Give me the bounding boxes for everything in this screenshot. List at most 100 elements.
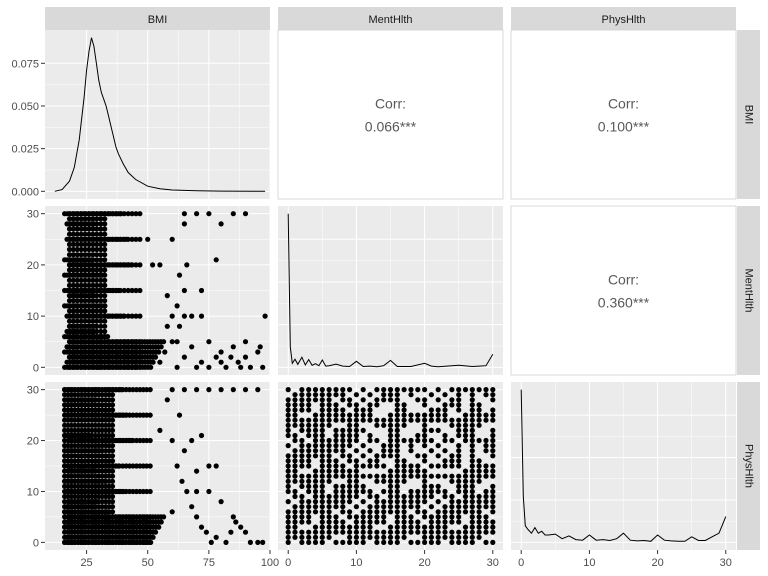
scatter-point [462,539,469,546]
scatter-point-outlier [194,514,200,520]
scatter-point [394,427,400,433]
scatter-point [86,328,92,335]
scatter-point [292,432,298,439]
scatter-point [125,313,131,319]
scatter-point [94,277,100,283]
scatter-point [129,364,135,370]
scatter-point [449,458,455,464]
scatter-point-outlier [169,387,175,393]
scatter-point-outlier [174,303,180,309]
scatter-point [306,499,312,505]
scatter-point-outlier [260,539,266,546]
scatter-point [415,468,421,474]
scatter-point [476,417,482,423]
scatter-point [90,257,96,263]
scatter-point [161,339,167,345]
scatter-point [125,211,131,217]
scatter-point [469,397,475,403]
scatter-point [86,318,92,324]
scatter-point [340,412,346,418]
scatter-point [483,417,489,423]
scatter-point [435,387,441,393]
scatter-point [299,509,305,515]
scatter-point-outlier [169,313,175,319]
scatter-point [476,478,482,484]
scatter-point [306,427,312,433]
scatter-point [333,463,339,469]
scatter-point [449,387,455,393]
scatter-point [94,339,100,345]
scatter-point [78,354,84,360]
scatter-point [74,364,80,370]
scatter-points [62,211,268,370]
scatter-point [94,293,100,299]
scatter-point [78,211,84,217]
scatter-point [347,499,353,505]
scatter-point [312,453,319,459]
scatter-point-outlier [206,463,212,469]
scatter-point [109,407,116,413]
scatter-point-outlier [169,509,175,515]
scatter-point [90,287,96,294]
scatter-point [415,397,421,403]
scatter-point [490,437,496,444]
scatter-point [428,529,434,535]
scatter-point [299,458,305,464]
scatter-point [387,478,394,484]
scatter-point [483,463,489,469]
scatter-point [340,539,346,546]
y-tick-label: 20 [27,260,39,272]
scatter-point [490,453,496,459]
scatter-point-outlier [255,539,261,546]
scatter-point [125,349,131,355]
scatter-point [66,252,73,258]
scatter-point [86,262,92,268]
scatter-point [109,211,116,217]
x-tick-label: 10 [583,557,595,569]
scatter-point [74,318,80,324]
scatter-point [98,231,104,237]
scatter-point [347,412,353,418]
scatter-point [462,422,469,428]
scatter-point [125,364,131,370]
scatter-point [292,412,298,418]
scatter-point [408,504,414,510]
scatter-point [137,287,143,294]
scatter-point [374,514,380,520]
scatter-point [94,303,100,309]
scatter-point [292,504,298,510]
scatter-point [442,534,448,540]
scatter-point [98,298,104,304]
scatter-point [456,499,462,505]
scatter-point [428,488,434,495]
scatter-point [422,473,428,479]
scatter-point [435,427,441,433]
scatter-point [422,539,428,546]
scatter-point [66,277,73,283]
scatter-point [435,529,441,535]
scatter-point [117,349,123,355]
scatter-point [428,524,434,530]
scatter-point [90,313,96,319]
scatter-point [70,334,76,340]
scatter-point [435,524,441,530]
scatter-point [82,349,88,355]
scatter-point [285,397,291,403]
scatter-point-outlier [203,529,209,535]
scatter-point [306,448,312,454]
scatter-point [422,483,428,489]
scatter-point [476,514,482,520]
scatter-point [147,488,153,495]
scatter-point [483,539,489,546]
scatter-point [158,519,164,525]
scatter-point [98,364,104,370]
scatter-point-outlier [189,344,195,350]
scatter-point [312,524,319,530]
scatter-point [70,349,76,355]
scatter-point [74,277,80,283]
scatter-point [86,226,92,232]
scatter-point [306,483,312,489]
scatter-point [78,267,84,273]
scatter-point [82,364,88,370]
scatter-point [102,318,108,324]
